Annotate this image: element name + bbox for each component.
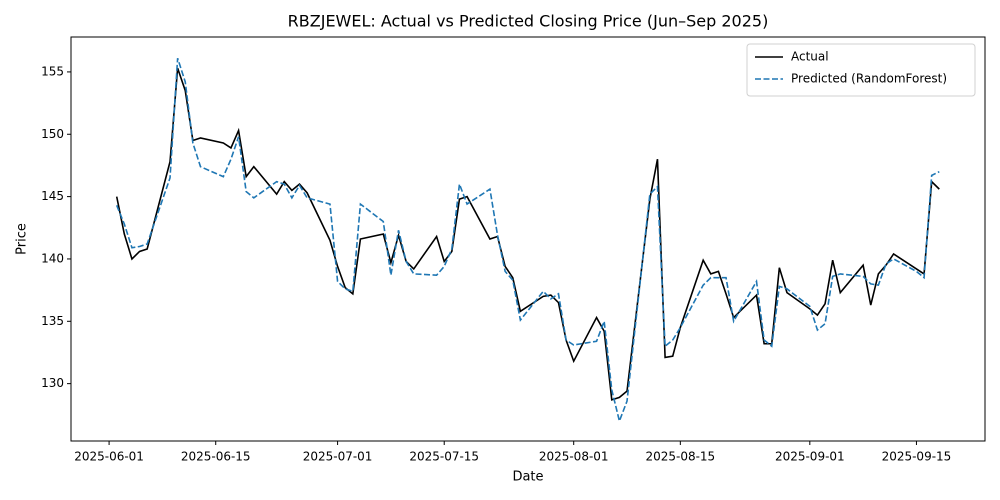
line-series — [115, 67, 940, 401]
x-tick-label: 2025-09-01 — [775, 450, 845, 464]
x-tick-label: 2025-07-15 — [409, 450, 479, 464]
x-tick-label: 2025-06-15 — [181, 450, 251, 464]
y-tick-label: 130 — [41, 376, 64, 390]
y-axis-label: Price — [15, 223, 30, 255]
x-tick-label: 2025-09-15 — [882, 450, 952, 464]
line-series — [115, 57, 940, 424]
plot-frame — [70, 36, 986, 442]
x-tick-label: 2025-08-01 — [539, 450, 609, 464]
x-axis-label: Date — [512, 470, 543, 485]
legend-label: Predicted (RandomForest) — [791, 72, 947, 86]
chart-title: RBZJEWEL: Actual vs Predicted Closing Pr… — [288, 12, 769, 31]
y-tick-label: 155 — [41, 64, 64, 78]
x-tick-label: 2025-07-01 — [303, 450, 373, 464]
y-tick-label: 140 — [41, 251, 64, 265]
y-tick-label: 145 — [41, 189, 64, 203]
x-tick-label: 2025-06-01 — [74, 450, 144, 464]
x-tick-label: 2025-08-15 — [645, 450, 715, 464]
y-tick-label: 150 — [41, 127, 64, 141]
legend: Actual Predicted (RandomForest) — [746, 43, 976, 97]
y-tick-label: 135 — [41, 314, 64, 328]
legend-box — [746, 43, 976, 97]
legend-label: Actual — [791, 50, 829, 64]
